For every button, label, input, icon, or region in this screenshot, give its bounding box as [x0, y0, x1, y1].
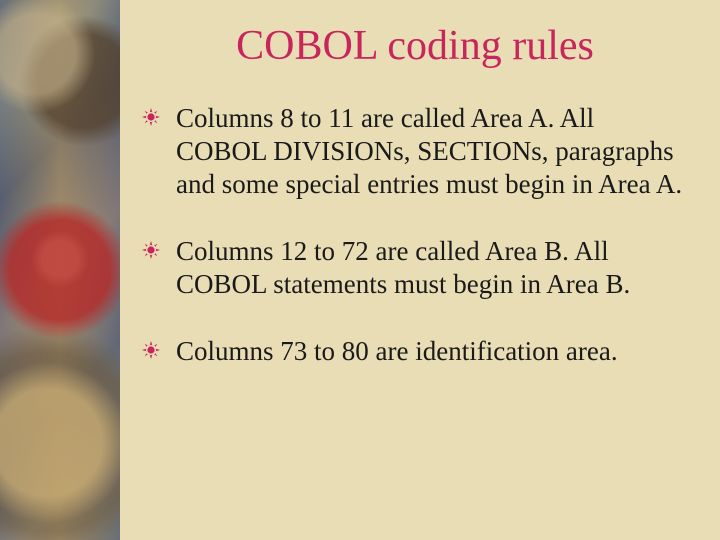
bullet-text: Columns 73 to 80 are identification area…: [176, 336, 618, 366]
decorative-sidebar-image: [0, 0, 120, 540]
bullet-list: Columns 8 to 11 are called Area A. All C…: [140, 102, 690, 368]
slide-title: COBOL coding rules: [140, 22, 690, 70]
bullet-item: Columns 12 to 72 are called Area B. All …: [140, 235, 690, 301]
slide-content: COBOL coding rules Columns 8 to 11 are c…: [120, 0, 720, 540]
sun-bullet-icon: [142, 108, 160, 126]
sun-bullet-icon: [142, 241, 160, 259]
bullet-text: Columns 12 to 72 are called Area B. All …: [176, 236, 630, 299]
bullet-text: Columns 8 to 11 are called Area A. All C…: [176, 103, 682, 199]
bullet-item: Columns 73 to 80 are identification area…: [140, 335, 690, 368]
bullet-item: Columns 8 to 11 are called Area A. All C…: [140, 102, 690, 201]
sun-bullet-icon: [142, 341, 160, 359]
